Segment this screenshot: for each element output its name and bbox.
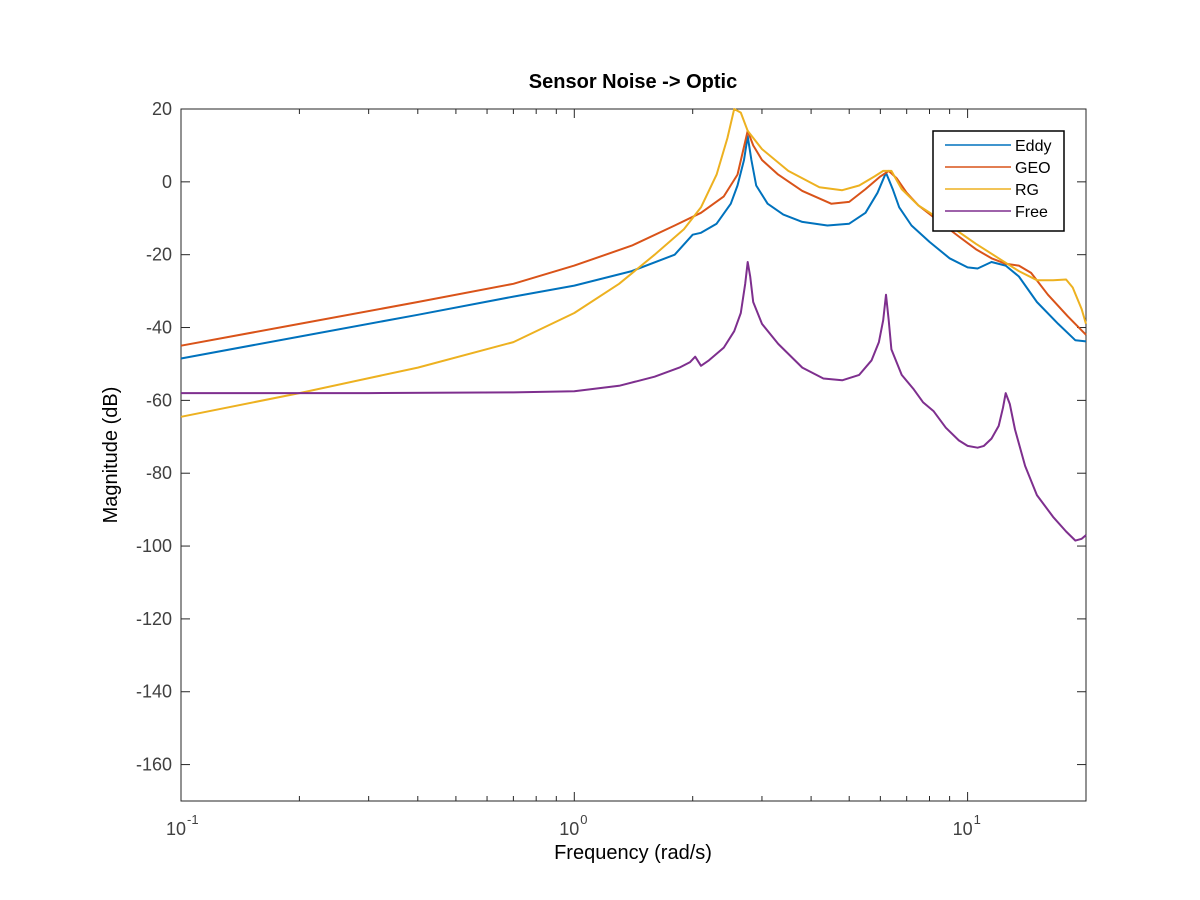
plot-series	[180, 108, 1087, 542]
plot-frame	[180, 108, 1087, 802]
x-tick-base: 10	[166, 819, 186, 839]
legend-label-rg: RG	[1015, 182, 1039, 199]
x-tick-base: 10	[953, 819, 973, 839]
x-tick-exponent: -1	[187, 812, 199, 827]
x-tick-exponent: 1	[974, 812, 981, 827]
series-line-geo	[180, 129, 1087, 347]
y-tick-label: -140	[136, 682, 172, 702]
legend-label-free: Free	[1015, 204, 1048, 221]
legend: Eddy GEO RG Free	[932, 130, 1065, 232]
y-tick-label: 20	[152, 99, 172, 119]
legend-label-eddy: Eddy	[1015, 138, 1051, 155]
y-tick-label: 0	[162, 172, 172, 192]
y-tick-label: -120	[136, 609, 172, 629]
legend-box	[932, 130, 1065, 232]
x-tick-base: 10	[559, 819, 579, 839]
x-axis-label: Frequency (rad/s)	[554, 842, 712, 864]
series-line-free	[181, 261, 1087, 542]
x-tick-label: 10 0	[559, 812, 587, 839]
y-tick-label: -20	[146, 245, 172, 265]
legend-label-geo: GEO	[1015, 160, 1051, 177]
x-tick-exponent: 0	[580, 812, 587, 827]
x-tick-label: 10 -1	[166, 812, 199, 839]
y-tick-label: -160	[136, 755, 172, 775]
x-tick-label: 10 1	[953, 812, 981, 839]
y-tick-label: -100	[136, 536, 172, 556]
series-line-rg	[180, 108, 1087, 418]
y-tick-label: -80	[146, 463, 172, 483]
series-line-eddy	[180, 135, 1087, 360]
y-tick-label: -60	[146, 390, 172, 410]
y-tick-label: -40	[146, 318, 172, 338]
y-axis-label: Magnitude (dB)	[100, 387, 122, 524]
chart-title: Sensor Noise -> Optic	[529, 71, 737, 93]
